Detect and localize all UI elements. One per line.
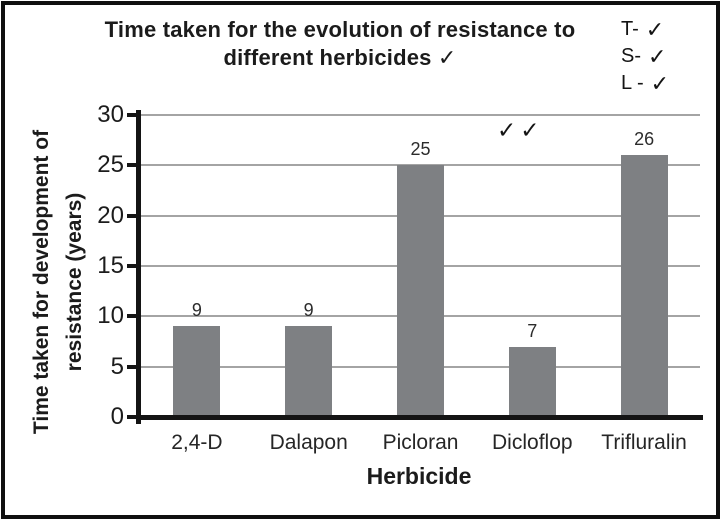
value-label-dalapon: 9: [303, 300, 314, 321]
chart-title: Time taken for the evolution of resistan…: [60, 16, 620, 72]
bar-dicloflop: [508, 346, 556, 417]
double-checkmark-annotation: ✓✓: [497, 117, 544, 143]
category-label-2-4-d: 2,4-D: [171, 431, 223, 454]
bar-trifluralin: [620, 155, 668, 417]
value-label-dicloflop: 7: [527, 320, 538, 341]
y-tick-label-10: 10: [97, 302, 124, 330]
x-axis-title: Herbicide: [366, 463, 472, 489]
category-label-dicloflop: Dicloflop: [492, 431, 573, 454]
y-tick-0: [127, 415, 138, 419]
checkmark-icon: ✓: [645, 17, 665, 42]
category-label-trifluralin: Trifluralin: [601, 431, 687, 454]
checkmark-icon: ✓: [648, 44, 667, 69]
y-tick-10: [127, 314, 138, 319]
chart-title-line1: Time taken for the evolution of resistan…: [104, 17, 576, 42]
chart-title-line2: different herbicides ✓: [223, 45, 457, 70]
value-label-2-4-d: 9: [191, 300, 202, 321]
category-label-picloran: Picloran: [382, 431, 459, 454]
checklist-label-s: S-: [621, 45, 641, 67]
y-tick-label-30: 30: [97, 101, 124, 128]
y-tick-label-20: 20: [97, 201, 124, 229]
checklist-row-s: S- ✓: [621, 43, 669, 70]
checklist-row-t: T- ✓: [621, 16, 669, 43]
y-tick-5: [127, 364, 138, 369]
y-tick-label-15: 15: [97, 252, 124, 279]
bar-picloran: [397, 165, 444, 417]
y-axis-line: [136, 110, 141, 424]
value-label-trifluralin: 26: [634, 129, 655, 150]
bar-dalapon: [285, 326, 333, 417]
y-tick-label-5: 5: [110, 352, 124, 380]
x-axis-line: [136, 415, 703, 420]
bar-2-4-d: [173, 326, 221, 417]
checkmark-icon: ✓: [650, 71, 670, 96]
y-tick-label-25: 25: [97, 151, 124, 179]
category-label-dalapon: Dalapon: [269, 431, 348, 454]
gridline-30: [141, 114, 700, 116]
y-tick-15: [127, 264, 138, 268]
checklist-row-l: L - ✓: [621, 70, 669, 97]
y-tick-20: [127, 213, 138, 218]
y-tick-30: [127, 113, 138, 117]
value-label-picloran: 25: [410, 139, 431, 160]
checklist-label-t: T-: [621, 18, 639, 40]
grader-checklist: T- ✓ S- ✓ L - ✓: [621, 16, 669, 97]
checklist-label-l: L -: [621, 72, 644, 94]
y-tick-25: [127, 163, 138, 168]
y-tick-label-0: 0: [110, 403, 124, 430]
